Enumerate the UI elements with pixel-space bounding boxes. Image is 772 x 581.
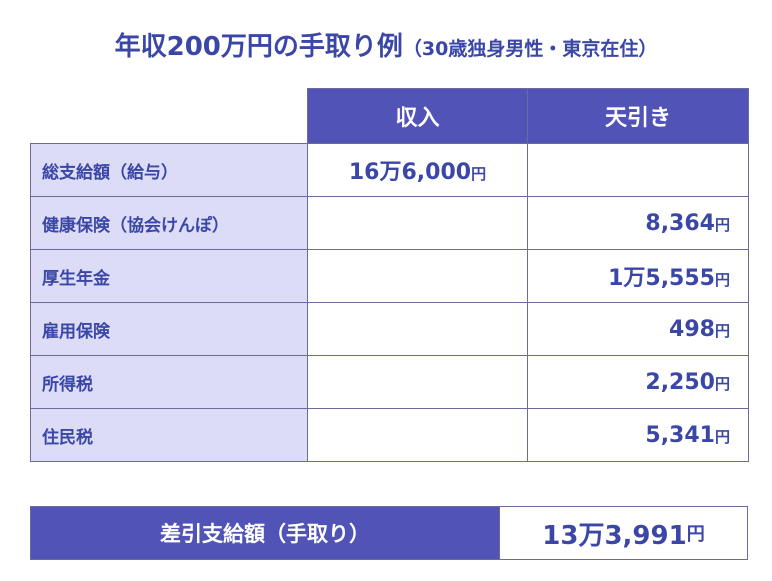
net-pay-value: 13万3,991: [542, 520, 687, 551]
table-row: 総支給額（給与） 16万6,000円: [30, 143, 749, 197]
row-label: 雇用保険: [30, 302, 308, 356]
deduction-unit: 円: [714, 427, 730, 446]
deduction-cell: 8,364円: [527, 196, 749, 250]
table-row: 雇用保険 498円: [30, 302, 749, 356]
income-cell: [307, 249, 528, 303]
deduction-value: 2,250: [645, 369, 715, 395]
income-cell: [307, 302, 528, 356]
deduction-header: 天引き: [527, 88, 749, 144]
table-row: 所得税 2,250円: [30, 355, 749, 409]
income-header: 収入: [307, 88, 528, 144]
deduction-value: 5,341: [645, 422, 715, 448]
income-cell: [307, 408, 528, 462]
table-header-row: 収入 天引き: [30, 88, 749, 144]
deduction-unit: 円: [714, 215, 730, 234]
row-label: 住民税: [30, 408, 308, 462]
row-label: 所得税: [30, 355, 308, 409]
income-unit: 円: [471, 165, 487, 183]
deduction-value: 498: [669, 316, 715, 342]
income-cell: [307, 355, 528, 409]
deduction-cell: 2,250円: [527, 355, 749, 409]
row-label: 健康保険（協会けんぽ）: [30, 196, 308, 250]
deduction-cell: [527, 143, 749, 197]
row-label: 総支給額（給与）: [30, 143, 308, 197]
income-cell: [307, 196, 528, 250]
header-corner: [30, 88, 308, 144]
deduction-value: 8,364: [645, 210, 715, 236]
table-row: 健康保険（協会けんぽ） 8,364円: [30, 196, 749, 250]
title-sub: （30歳独身男性・東京在住）: [402, 38, 658, 60]
deduction-unit: 円: [714, 271, 730, 289]
row-label: 厚生年金: [30, 249, 308, 303]
deduction-value: 1万5,555: [608, 266, 715, 291]
income-value: 16万6,000: [348, 160, 472, 185]
income-cell: 16万6,000円: [307, 143, 528, 197]
title-main: 年収200万円の手取り例: [114, 32, 403, 62]
deduction-cell: 5,341円: [527, 408, 749, 462]
net-pay-label: 差引支給額（手取り）: [31, 507, 499, 559]
table-row: 住民税 5,341円: [30, 408, 749, 462]
net-pay-unit: 円: [686, 524, 705, 545]
deduction-cell: 1万5,555円: [527, 249, 749, 303]
deduction-cell: 498円: [527, 302, 749, 356]
deduction-unit: 円: [714, 374, 730, 393]
page-title: 年収200万円の手取り例（30歳独身男性・東京在住）: [0, 26, 772, 63]
salary-breakdown-table: 収入 天引き 総支給額（給与） 16万6,000円 健康保険（協会けんぽ） 8,…: [30, 88, 749, 462]
deduction-unit: 円: [714, 321, 730, 340]
table-row: 厚生年金 1万5,555円: [30, 249, 749, 303]
net-pay-amount: 13万3,991 円: [499, 507, 747, 559]
net-pay-box: 差引支給額（手取り） 13万3,991 円: [30, 506, 748, 560]
